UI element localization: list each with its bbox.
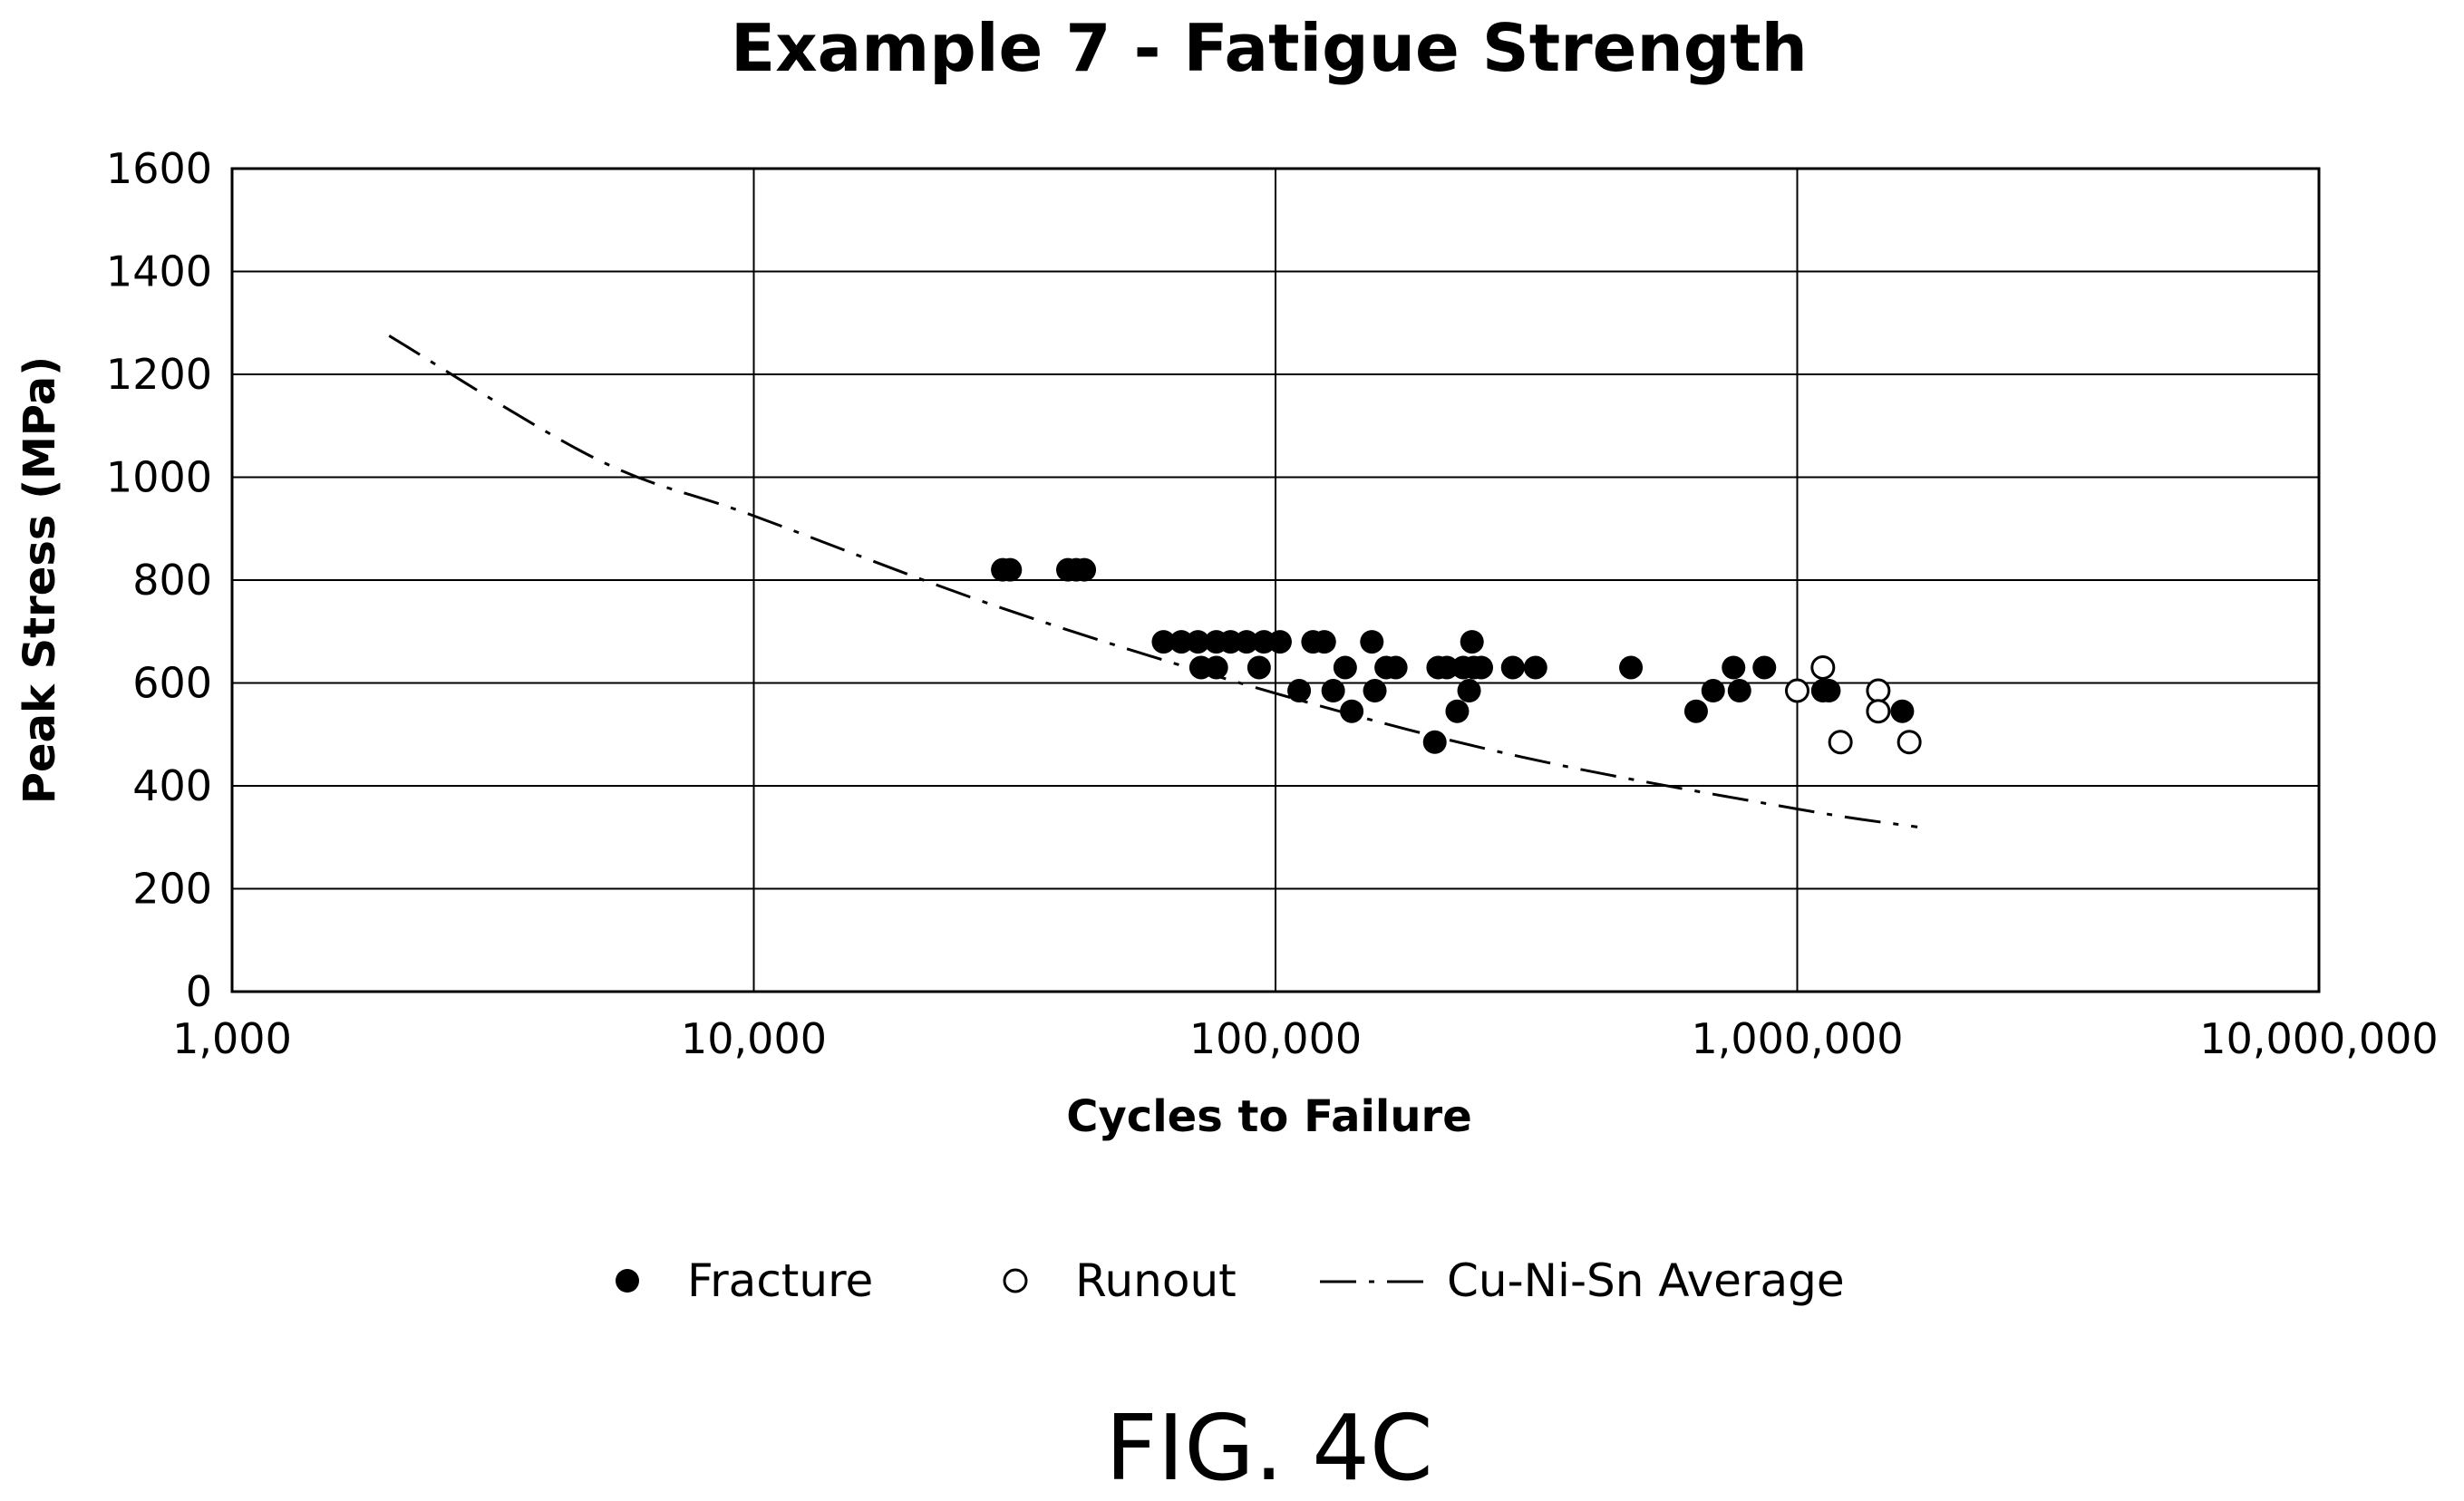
- fracture-point: [1683, 699, 1708, 723]
- runout-point: [1810, 654, 1836, 680]
- fracture-point: [1457, 679, 1481, 703]
- fracture-point: [998, 557, 1023, 582]
- plot-area-border: [230, 167, 2321, 993]
- runout-point: [1897, 730, 1922, 755]
- runout-point: [1785, 678, 1809, 703]
- fracture-point: [1619, 655, 1644, 680]
- fracture-point: [1470, 655, 1494, 680]
- y-tick-label: 1200: [106, 350, 212, 399]
- fracture-point: [1383, 655, 1408, 680]
- fracture-point: [1204, 655, 1228, 680]
- fracture-point: [1186, 630, 1210, 654]
- fracture-point: [1333, 655, 1357, 680]
- series-line-cu-ni-sn-average: [388, 334, 1918, 828]
- fracture-point: [1701, 679, 1725, 703]
- y-tick-label: 200: [132, 865, 212, 914]
- fracture-point: [1169, 630, 1194, 654]
- y-tick-label: 1000: [106, 453, 212, 502]
- fracture-point: [1252, 630, 1276, 654]
- fracture-point: [1445, 699, 1470, 723]
- y-tick-label: 0: [186, 967, 212, 1016]
- fracture-point: [1460, 630, 1484, 654]
- fracture-point: [1817, 679, 1841, 703]
- fracture-point: [1247, 655, 1271, 680]
- y-tick-label: 1600: [106, 144, 212, 193]
- fracture-point: [1151, 630, 1176, 654]
- fracture-point: [1727, 679, 1751, 703]
- legend-average-label: Cu-Ni-Sn Average: [1447, 1254, 1845, 1307]
- x-tick-label: 100,000: [1189, 1014, 1362, 1063]
- y-axis-ticks: 0 200 400 600 800 1000 1200 1400 1600: [106, 144, 212, 1016]
- runout-point: [1866, 699, 1891, 724]
- x-axis-ticks: 1,000 10,000 100,000 1,000,000 10,000,000: [172, 1014, 2439, 1063]
- fracture-point: [1235, 630, 1259, 654]
- legend: Fracture Runout Cu-Ni-Sn Average: [616, 1254, 1845, 1307]
- figure-label: FIG. 4C: [1105, 1395, 1433, 1501]
- fracture-point: [1360, 630, 1384, 654]
- x-tick-label: 1,000,000: [1691, 1014, 1903, 1063]
- legend-runout-marker: [1003, 1268, 1028, 1293]
- fracture-point: [1363, 679, 1387, 703]
- x-axis-label: Cycles to Failure: [1066, 1091, 1472, 1142]
- fracture-point: [1287, 679, 1312, 703]
- y-tick-label: 400: [132, 761, 212, 810]
- y-axis-label: Peak Stress (MPa): [15, 356, 65, 804]
- fracture-point: [1890, 699, 1915, 723]
- legend-runout-label: Runout: [1075, 1254, 1237, 1307]
- x-tick-label: 1,000: [172, 1014, 292, 1063]
- runout-point: [1866, 678, 1891, 703]
- fracture-point: [1312, 630, 1336, 654]
- fracture-point: [1523, 655, 1547, 680]
- chart-title: Example 7 - Fatigue Strength: [731, 10, 1808, 86]
- legend-fracture-label: Fracture: [687, 1254, 873, 1307]
- fracture-point: [1072, 557, 1097, 582]
- y-tick-label: 1400: [106, 247, 212, 296]
- legend-fracture-marker: [616, 1269, 639, 1293]
- x-tick-label: 10,000,000: [2199, 1014, 2438, 1063]
- fracture-point: [1321, 679, 1345, 703]
- data-points: [991, 557, 1922, 755]
- fracture-point: [1267, 630, 1292, 654]
- fracture-point: [1722, 655, 1746, 680]
- gridlines: [231, 168, 2320, 993]
- fracture-point: [1422, 730, 1447, 754]
- x-tick-label: 10,000: [681, 1014, 827, 1063]
- y-tick-label: 600: [132, 659, 212, 708]
- fracture-point: [1500, 655, 1525, 680]
- y-tick-label: 800: [132, 556, 212, 605]
- fracture-point: [1340, 699, 1364, 723]
- fracture-point: [1752, 655, 1777, 680]
- fracture-point: [1434, 655, 1459, 680]
- runout-point: [1828, 730, 1853, 755]
